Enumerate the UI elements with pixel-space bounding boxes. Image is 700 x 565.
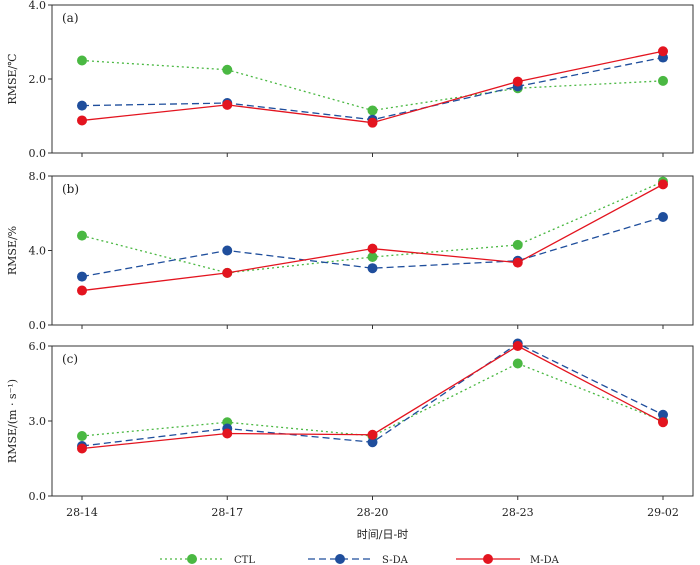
data-point-ctl (222, 64, 233, 75)
y-tick-label: 8.0 (29, 170, 47, 183)
data-point-m-da (658, 179, 668, 190)
data-point-m-da (77, 115, 87, 126)
x-tick-label: 28-20 (357, 506, 389, 519)
data-point-m-da (658, 46, 668, 57)
panel-3: 0.0 3.0 6.0 28-14 28-17 28-20 28-23 29-02 (c) RMS… (6, 338, 694, 519)
plot-frame (51, 4, 694, 154)
data-point-m-da (77, 443, 87, 454)
data-point-ctl (77, 55, 87, 66)
panel-letter: (a) (62, 11, 79, 25)
legend-label-s-da: S-DA (382, 555, 409, 565)
legend-marker-m-da (483, 554, 493, 564)
y-tick-label: 0.0 (29, 147, 47, 160)
x-tick-label: 28-17 (211, 506, 243, 519)
data-point-ctl (658, 75, 668, 86)
data-point-m-da (367, 243, 378, 254)
y-tick-label: 0.0 (29, 490, 47, 503)
data-point-s-da (658, 409, 668, 420)
data-point-m-da (77, 285, 87, 296)
series-line-m-da (81, 183, 664, 292)
y-axis-label: RMSE/(m · s⁻¹) (6, 379, 19, 463)
data-point-ctl (77, 230, 87, 241)
data-point-m-da (512, 341, 523, 351)
data-point-m-da (512, 257, 523, 268)
legend-label-m-da: M-DA (530, 555, 560, 565)
data-point-ctl (512, 358, 523, 369)
series-line-ctl (81, 362, 664, 437)
data-point-s-da (658, 211, 668, 222)
y-tick-label: 3.0 (29, 415, 47, 428)
data-point-m-da (512, 76, 523, 87)
legend-label-ctl: CTL (234, 555, 255, 565)
y-tick-label: 4.0 (29, 0, 47, 12)
panel-1: 0.0 2.0 4.0 (a) RMSE/℃ (6, 0, 694, 160)
series-line-s-da (81, 216, 664, 278)
data-point-s-da (222, 245, 233, 256)
data-point-m-da (658, 417, 668, 428)
x-tick-label: 28-14 (66, 506, 98, 519)
data-point-m-da (222, 99, 233, 110)
y-axis-label: RMSE/% (6, 226, 19, 275)
plot-frame (51, 345, 694, 497)
data-point-s-da (367, 263, 378, 274)
y-tick-label: 6.0 (29, 340, 47, 353)
panel-letter: (c) (62, 352, 78, 366)
data-point-s-da (77, 100, 87, 111)
legend-marker-s-da (335, 554, 345, 564)
x-axis-label: 时间/日-时 (357, 528, 408, 541)
data-point-m-da (222, 428, 233, 439)
data-point-s-da (77, 271, 87, 282)
data-point-ctl (77, 431, 87, 441)
panel-2: 0.0 4.0 8.0 (b) RMSE/% (6, 170, 694, 332)
y-tick-label: 0.0 (29, 319, 47, 332)
data-point-s-da (367, 437, 378, 448)
x-tick-label: 29-02 (647, 506, 679, 519)
data-point-m-da (367, 117, 378, 128)
legend: CTL S-DA M-DA (160, 554, 560, 565)
data-point-ctl (367, 105, 378, 116)
data-point-ctl (512, 239, 523, 250)
y-tick-label: 4.0 (29, 245, 47, 258)
x-tick-label: 28-23 (502, 506, 534, 519)
y-tick-label: 2.0 (29, 73, 47, 86)
data-point-ctl (367, 252, 378, 263)
panel-letter: (b) (62, 182, 79, 196)
series-line-ctl (81, 59, 664, 112)
y-axis-label: RMSE/℃ (6, 53, 19, 104)
data-point-m-da (222, 267, 233, 278)
data-point-m-da (367, 429, 378, 440)
legend-marker-ctl (187, 554, 197, 564)
